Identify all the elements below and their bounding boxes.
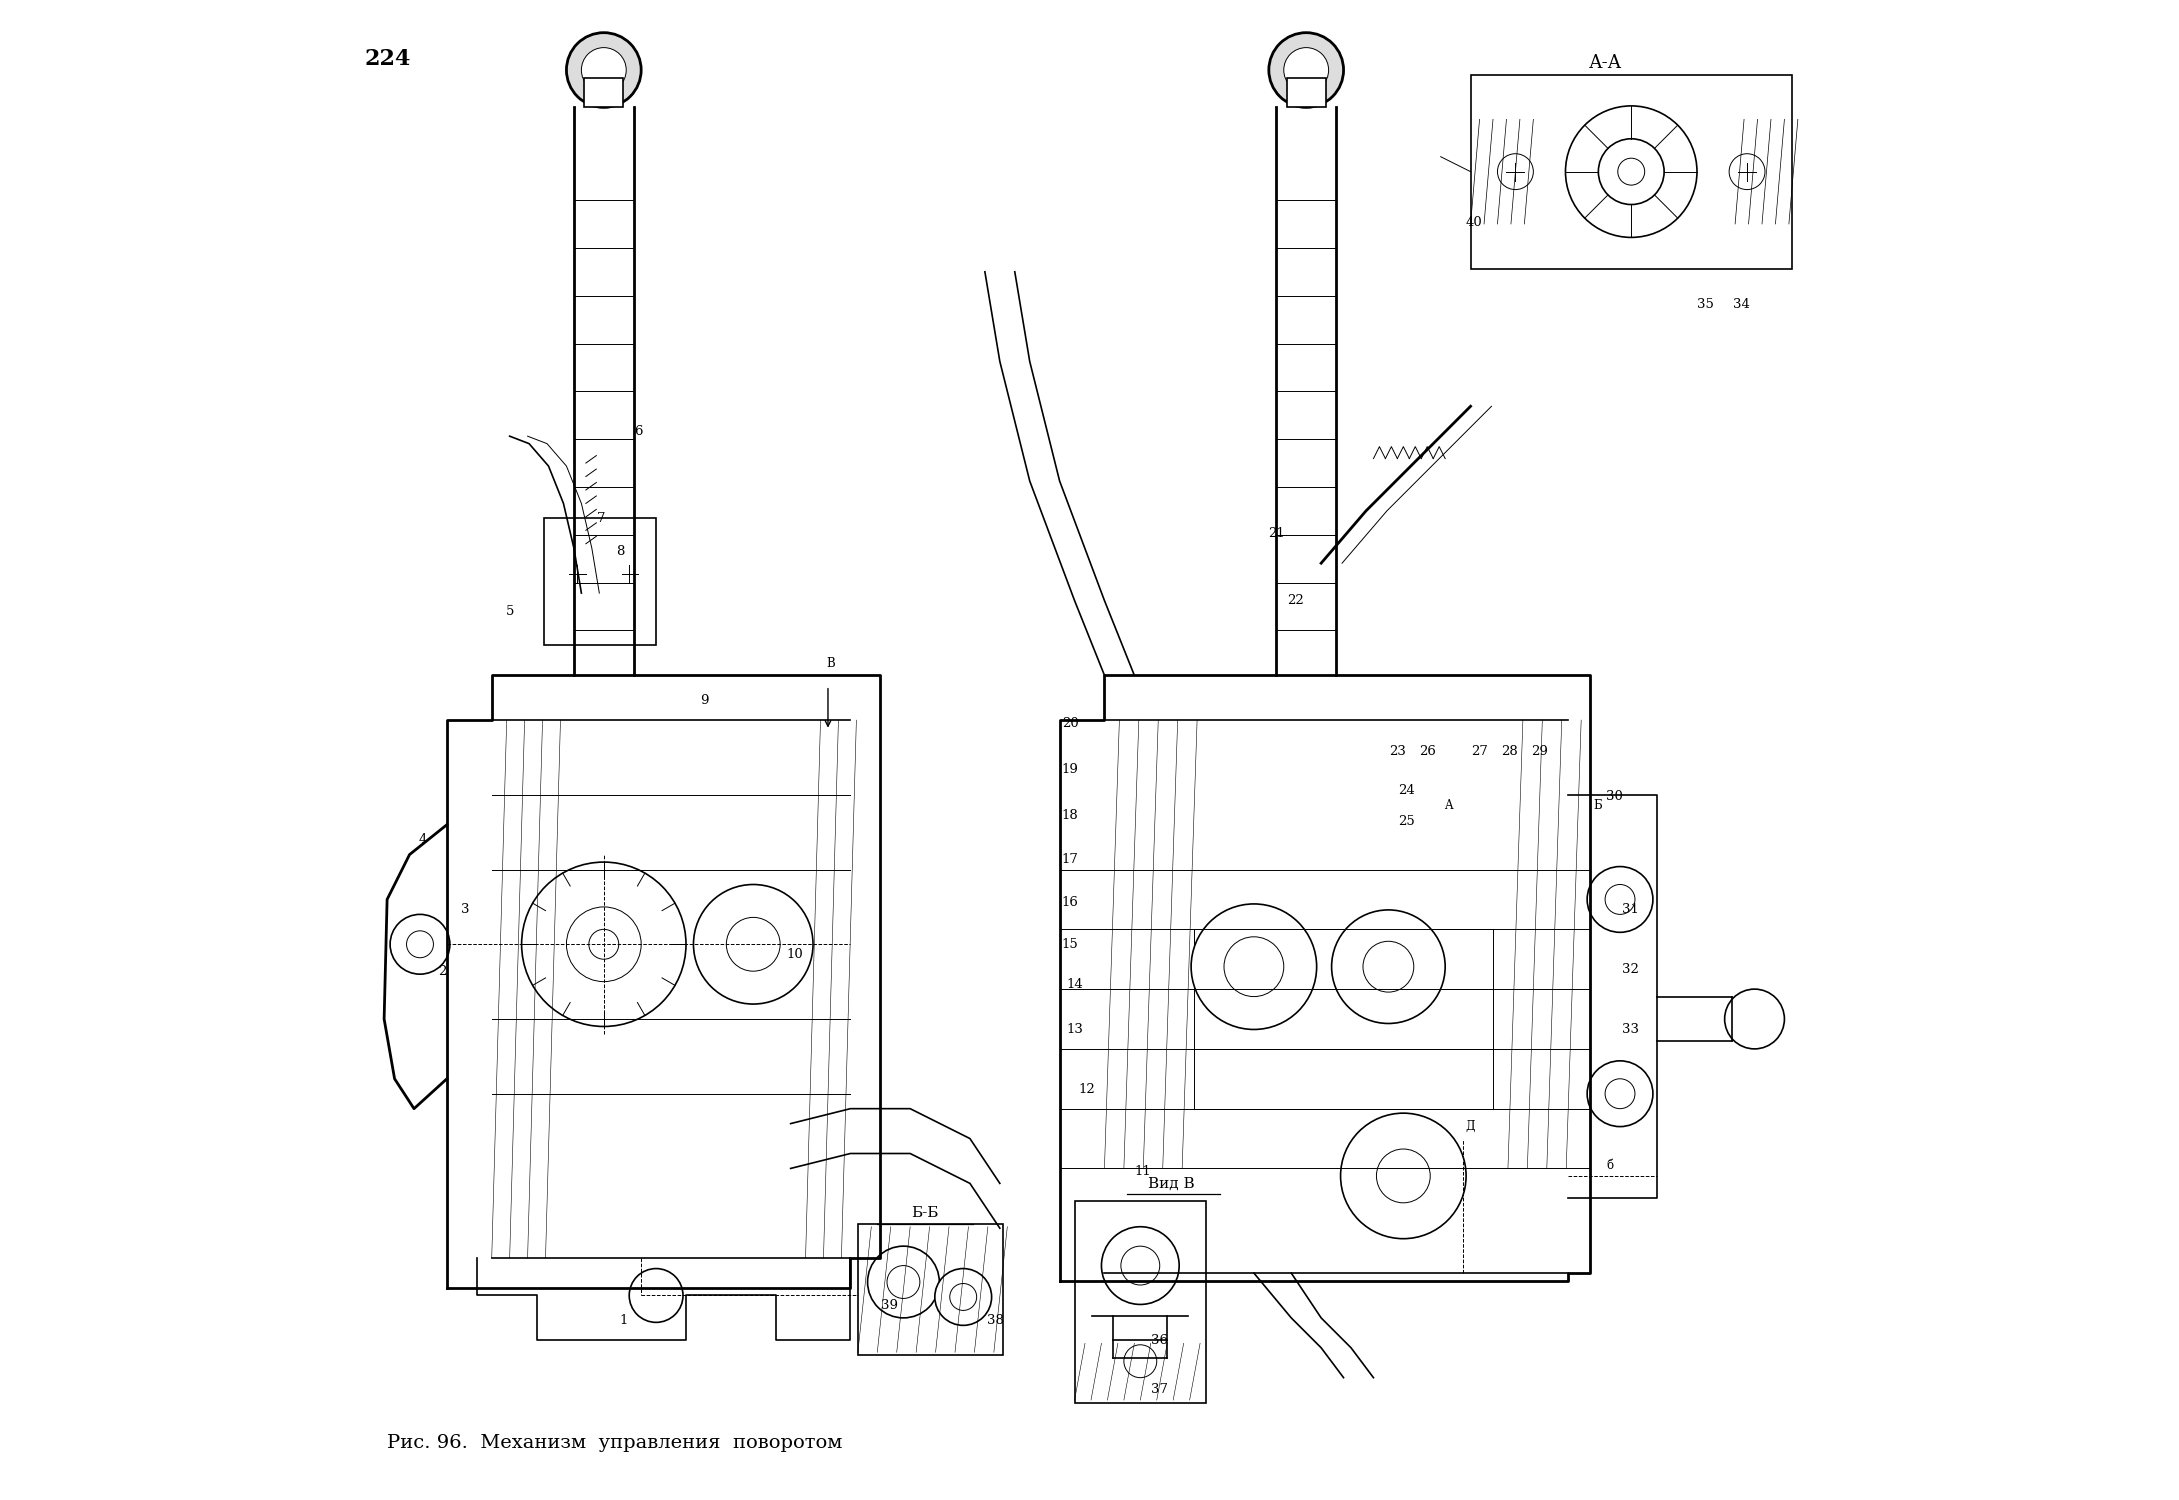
Text: A: A xyxy=(1445,800,1453,812)
Text: 8: 8 xyxy=(617,544,625,558)
Text: 37: 37 xyxy=(1151,1383,1168,1396)
Text: 20: 20 xyxy=(1061,717,1079,729)
Text: 39: 39 xyxy=(880,1299,898,1312)
Circle shape xyxy=(1225,938,1283,996)
Circle shape xyxy=(950,1284,976,1311)
Text: 16: 16 xyxy=(1061,896,1079,909)
Circle shape xyxy=(1124,1346,1157,1377)
Text: Б: Б xyxy=(1593,800,1602,812)
Text: 224: 224 xyxy=(364,48,412,69)
Bar xyxy=(1074,1202,1205,1402)
Circle shape xyxy=(1100,1227,1179,1305)
Text: 38: 38 xyxy=(987,1314,1005,1328)
Text: 1: 1 xyxy=(619,1314,628,1328)
Circle shape xyxy=(1730,153,1765,189)
Text: 9: 9 xyxy=(699,694,708,706)
Circle shape xyxy=(1497,153,1534,189)
Circle shape xyxy=(935,1269,991,1326)
Text: 30: 30 xyxy=(1606,790,1623,802)
Text: 29: 29 xyxy=(1532,746,1547,758)
Circle shape xyxy=(1606,1078,1634,1108)
Text: 36: 36 xyxy=(1151,1334,1168,1347)
Circle shape xyxy=(390,915,449,974)
Circle shape xyxy=(693,885,813,1004)
Text: 28: 28 xyxy=(1501,746,1519,758)
Text: 32: 32 xyxy=(1621,963,1639,976)
Text: б: б xyxy=(1606,1160,1612,1172)
Text: А-А: А-А xyxy=(1588,54,1621,72)
Text: 18: 18 xyxy=(1061,810,1079,822)
Bar xyxy=(1288,78,1325,108)
Text: 22: 22 xyxy=(1288,594,1303,608)
Text: 5: 5 xyxy=(506,604,514,618)
Circle shape xyxy=(1364,942,1414,992)
Circle shape xyxy=(582,48,625,93)
Circle shape xyxy=(567,33,641,108)
Bar xyxy=(859,1224,1002,1356)
Circle shape xyxy=(867,1246,939,1318)
Bar xyxy=(584,78,623,108)
Circle shape xyxy=(1724,988,1785,1048)
Text: 3: 3 xyxy=(460,903,468,916)
Circle shape xyxy=(567,908,641,981)
Text: 24: 24 xyxy=(1399,784,1414,796)
Circle shape xyxy=(1565,106,1697,237)
Circle shape xyxy=(1331,910,1445,1023)
Text: В: В xyxy=(826,657,835,670)
Circle shape xyxy=(1586,867,1654,933)
Text: 35: 35 xyxy=(1697,298,1713,310)
Text: 31: 31 xyxy=(1621,903,1639,916)
Text: 2: 2 xyxy=(438,964,447,978)
Circle shape xyxy=(1340,1113,1466,1239)
Text: 17: 17 xyxy=(1061,852,1079,865)
Bar xyxy=(1471,75,1791,268)
Circle shape xyxy=(1192,904,1316,1029)
Text: Вид В: Вид В xyxy=(1148,1176,1194,1191)
Circle shape xyxy=(1599,140,1665,204)
Text: Б-Б: Б-Б xyxy=(911,1206,939,1221)
Circle shape xyxy=(1283,48,1329,93)
Circle shape xyxy=(1586,1060,1654,1126)
Circle shape xyxy=(887,1266,920,1299)
Text: 26: 26 xyxy=(1419,746,1436,758)
Text: 27: 27 xyxy=(1471,746,1488,758)
Text: 14: 14 xyxy=(1066,978,1083,992)
Text: 15: 15 xyxy=(1061,938,1079,951)
Circle shape xyxy=(1120,1246,1159,1286)
Circle shape xyxy=(1617,158,1645,184)
Circle shape xyxy=(588,930,619,958)
Text: 11: 11 xyxy=(1135,1166,1153,1178)
Text: Д: Д xyxy=(1466,1120,1475,1132)
Bar xyxy=(1194,988,1493,1048)
Text: 12: 12 xyxy=(1079,1083,1094,1095)
Bar xyxy=(545,519,656,645)
Circle shape xyxy=(630,1269,682,1323)
Text: 34: 34 xyxy=(1732,298,1750,310)
Text: 4: 4 xyxy=(418,833,427,846)
Circle shape xyxy=(521,862,686,1026)
Text: 19: 19 xyxy=(1061,764,1079,776)
Text: 23: 23 xyxy=(1388,746,1405,758)
Circle shape xyxy=(1268,33,1344,108)
Circle shape xyxy=(1377,1149,1429,1203)
Text: 6: 6 xyxy=(634,424,643,438)
Text: Рис. 96.  Механизм  управления  поворотом: Рис. 96. Механизм управления поворотом xyxy=(388,1434,843,1452)
Bar xyxy=(1194,1048,1493,1108)
Circle shape xyxy=(1606,885,1634,915)
Circle shape xyxy=(407,932,434,957)
Text: 13: 13 xyxy=(1066,1023,1083,1036)
Text: 25: 25 xyxy=(1399,815,1414,828)
Text: 33: 33 xyxy=(1621,1023,1639,1036)
Bar xyxy=(1194,930,1493,988)
Text: 40: 40 xyxy=(1464,216,1482,229)
Text: 10: 10 xyxy=(787,948,804,962)
Text: 7: 7 xyxy=(597,512,606,525)
Text: 21: 21 xyxy=(1268,526,1286,540)
Circle shape xyxy=(726,918,780,970)
